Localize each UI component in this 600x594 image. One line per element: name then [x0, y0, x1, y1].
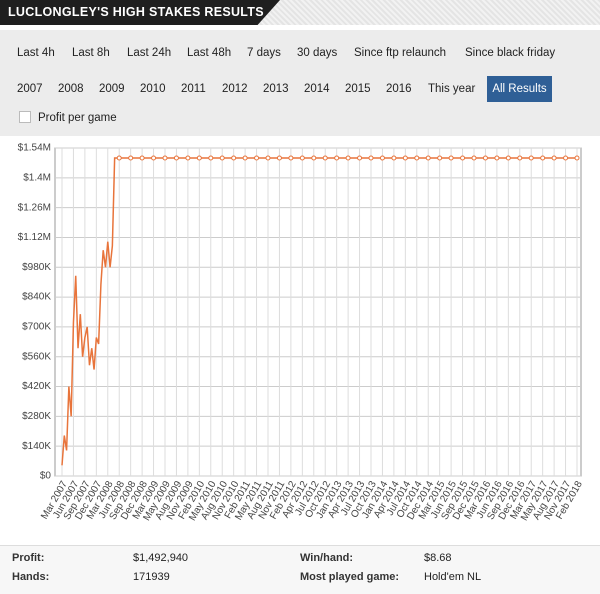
point [116, 155, 122, 161]
point [288, 155, 294, 161]
point [334, 155, 340, 161]
checkbox[interactable] [19, 111, 31, 123]
year-button[interactable]: 2013 [263, 83, 289, 95]
year-button[interactable]: 2014 [304, 83, 330, 95]
point [368, 155, 374, 161]
point [528, 155, 534, 161]
point [128, 155, 134, 161]
year-button[interactable]: 2009 [99, 83, 125, 95]
year-button[interactable]: This year [428, 83, 476, 95]
point [173, 155, 179, 161]
stats: Profit: $1,492,940 Win/hand: $8.68 Hands: 171… [0, 545, 600, 594]
y-tick-label: $980K [22, 262, 51, 273]
point [471, 155, 477, 161]
point [276, 155, 282, 161]
year-button[interactable]: 2012 [222, 83, 248, 95]
stat-label: Win/hand: [300, 552, 354, 564]
y-tick-label: $140K [22, 441, 51, 452]
filter-button[interactable]: Last 4h [17, 47, 55, 59]
point [448, 155, 454, 161]
point [482, 155, 488, 161]
year-button[interactable]: 2007 [17, 83, 43, 95]
year-button[interactable]: 2008 [58, 83, 84, 95]
y-tick-label: $560K [22, 351, 51, 362]
point [414, 155, 420, 161]
chart: $0 $140K $280K $420K $560K $700K $840K $980K $1.… [18, 143, 585, 523]
y-tick-label: $700K [22, 322, 51, 333]
filter-button[interactable]: Since black friday [465, 47, 556, 59]
header-bg [0, 0, 280, 25]
year-button[interactable]: 2011 [181, 83, 206, 95]
point [185, 155, 191, 161]
point [322, 155, 328, 161]
stat-value: Hold'em NL [424, 571, 482, 583]
y-tick-label: $840K [22, 292, 51, 303]
point [311, 155, 317, 161]
point [551, 155, 557, 161]
point [494, 155, 500, 161]
point [505, 155, 511, 161]
y-tick-label: $1.54M [18, 143, 51, 154]
point [299, 155, 305, 161]
filter-button[interactable]: Last 24h [127, 47, 172, 59]
checkbox-label[interactable]: Profit per game [38, 112, 117, 124]
y-tick-label: $420K [22, 381, 51, 392]
point [208, 155, 214, 161]
year-button[interactable]: 2016 [386, 83, 412, 95]
filter-button[interactable]: 30 days [297, 47, 338, 59]
point [219, 155, 225, 161]
point [402, 155, 408, 161]
plot-area [54, 147, 582, 477]
point [574, 155, 580, 161]
point [254, 155, 260, 161]
year-button[interactable]: 2010 [140, 83, 166, 95]
point [265, 155, 271, 161]
point [391, 155, 397, 161]
y-tick-label: $1.12M [18, 232, 51, 243]
point [540, 155, 546, 161]
point [517, 155, 523, 161]
point [345, 155, 351, 161]
filter-button[interactable]: Last 8h [72, 47, 110, 59]
filter-button[interactable]: 7 days [247, 47, 281, 59]
point [437, 155, 443, 161]
point [242, 155, 248, 161]
point [460, 155, 466, 161]
y-tick-label: $0 [40, 471, 52, 482]
selected-filter[interactable]: All Results [487, 76, 552, 102]
y-tick-label: $1.4M [23, 172, 51, 183]
point [231, 155, 237, 161]
filter-button[interactable]: Last 48h [187, 47, 232, 59]
point [139, 155, 145, 161]
header-title: LUCLONGLEY'S HIGH STAKES RESULTS [8, 5, 264, 19]
point [151, 155, 157, 161]
point [425, 155, 431, 161]
point [563, 155, 569, 161]
filter-button[interactable]: Since ftp relaunch [354, 47, 447, 59]
stat-value: 171939 [133, 571, 170, 583]
stat-value: $1,492,940 [133, 552, 189, 564]
filter-panel: All Results Profit per game Last 4h Last … [0, 30, 600, 136]
stat-label: Hands: [12, 571, 50, 583]
stat-label: Most played game: [300, 571, 400, 583]
header: LUCLONGLEY'S HIGH STAKES RESULTS [0, 0, 600, 25]
stat-label: Profit: [12, 552, 45, 564]
year-button[interactable]: 2015 [345, 83, 371, 95]
point [196, 155, 202, 161]
stat-value: $8.68 [424, 552, 452, 564]
point [357, 155, 363, 161]
point [379, 155, 385, 161]
point [162, 155, 168, 161]
y-tick-label: $280K [22, 411, 51, 422]
y-tick-label: $1.26M [18, 202, 51, 213]
